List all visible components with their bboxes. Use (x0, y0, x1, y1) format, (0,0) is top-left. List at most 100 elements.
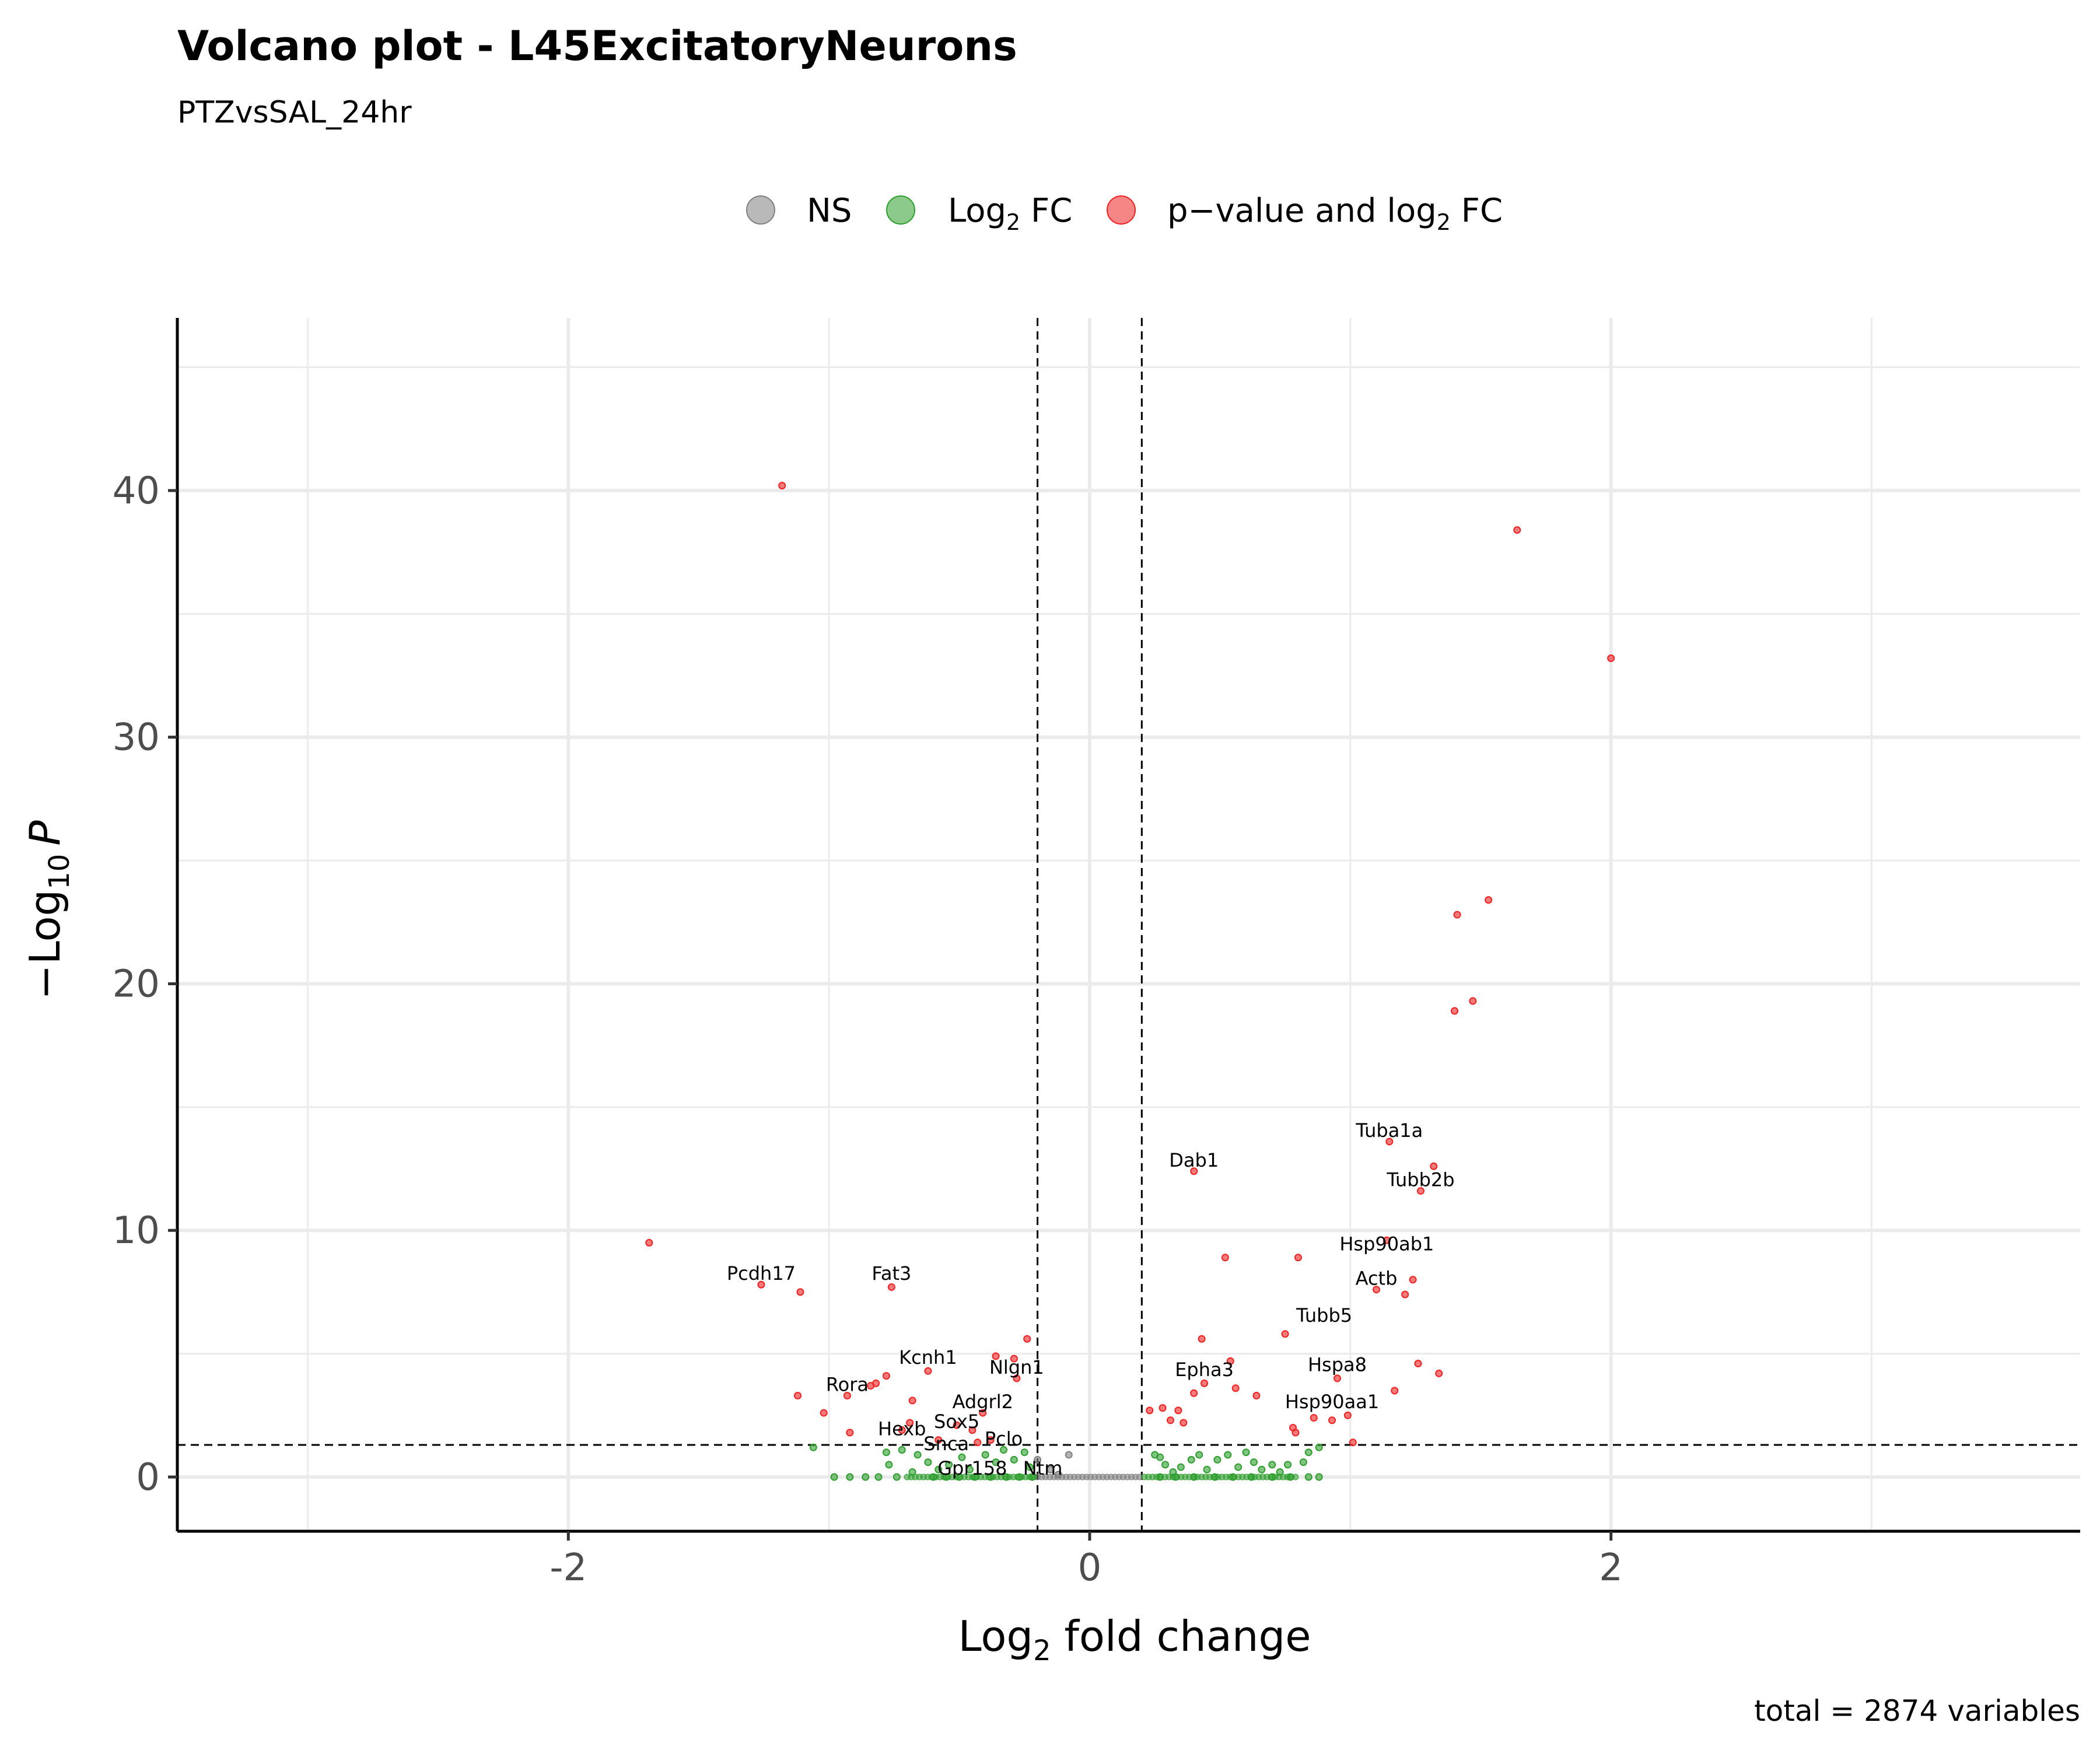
chart-title: Volcano plot - L45ExcitatoryNeurons (177, 22, 1017, 70)
gene-label: Sox5 (934, 1410, 979, 1433)
data-point-fc (992, 1458, 1000, 1466)
data-point-sig (1401, 1290, 1409, 1298)
data-point-fc (1268, 1473, 1276, 1481)
x-axis-label-subscript: 2 (1033, 1634, 1051, 1667)
data-point-sig (1435, 1369, 1443, 1377)
data-point-fc (1258, 1465, 1266, 1474)
data-point-sig (935, 1436, 943, 1444)
data-point-fc (1010, 1455, 1018, 1464)
data-point-fc (1171, 1473, 1180, 1481)
legend-key-ns (746, 195, 775, 225)
gene-label: Snca (923, 1433, 969, 1455)
caption: total = 2874 variables (1754, 1694, 2080, 1728)
data-point-sig (1416, 1187, 1424, 1195)
data-point-sig (906, 1419, 914, 1427)
data-point-sig (1414, 1360, 1422, 1368)
data-point-fc (1304, 1473, 1312, 1481)
data-point-sig (1174, 1406, 1182, 1415)
legend-key-sig (1107, 195, 1136, 225)
data-point-sig (1513, 526, 1521, 534)
data-point-sig (1231, 1384, 1240, 1392)
legend: NS Log2 FC p−value and log2 FC (746, 192, 1503, 235)
data-point-sig (1294, 1254, 1302, 1262)
x-tick-label: 2 (1599, 1546, 1623, 1590)
legend-label-sig: p−value and log2 FC (1167, 192, 1503, 235)
gene-label: Tubb5 (1296, 1304, 1352, 1326)
data-point-fc (1002, 1473, 1010, 1481)
legend-label-fc: Log2 FC (948, 192, 1072, 235)
y-tick-label: 40 (113, 470, 160, 513)
data-point-sig (645, 1238, 653, 1247)
data-point-ns (1046, 1465, 1055, 1474)
legend-label-ns: NS (807, 192, 852, 230)
gene-label: Epha3 (1175, 1359, 1234, 1381)
data-point-fc (1203, 1465, 1211, 1474)
data-point-fc (956, 1473, 964, 1481)
data-point-fc (1268, 1461, 1276, 1469)
data-point-sig (1349, 1438, 1357, 1447)
data-point-fc (1276, 1468, 1284, 1476)
data-point-fc (924, 1458, 932, 1466)
x-axis-label-main: Log (958, 1612, 1033, 1661)
data-point-fc (942, 1473, 950, 1481)
gene-label: Hspa8 (1308, 1354, 1367, 1376)
data-point-fc (945, 1461, 953, 1469)
data-point-fc (1177, 1463, 1185, 1471)
data-point-fc (935, 1465, 943, 1474)
data-point-fc (846, 1473, 854, 1481)
data-point-fc (1213, 1455, 1222, 1464)
data-point-fc (1250, 1458, 1258, 1466)
data-point-sig (1281, 1330, 1289, 1338)
data-point-sig (1190, 1389, 1198, 1397)
data-point-fc (809, 1443, 817, 1451)
data-point-sig (1333, 1374, 1341, 1382)
data-point-sig (778, 481, 786, 489)
data-point-fc (1028, 1473, 1037, 1481)
data-point-fc (1187, 1455, 1195, 1464)
data-point-fc (1315, 1443, 1323, 1451)
x-axis-label-rest: fold change (1051, 1612, 1311, 1661)
data-point-fc (898, 1446, 906, 1454)
gene-label: Pcdh17 (727, 1262, 796, 1284)
gene-label: Tubb2b (1386, 1169, 1454, 1191)
legend-key-fc (886, 195, 915, 225)
y-axis-label: −Log10 P (20, 820, 76, 1000)
data-point-fc (1156, 1453, 1164, 1461)
data-point-fc (971, 1473, 979, 1481)
y-tick-label: 0 (136, 1456, 160, 1499)
data-point-fc (1224, 1451, 1232, 1459)
data-point-sig (796, 1288, 804, 1296)
y-tick-label: 30 (113, 716, 160, 760)
data-point-sig (1010, 1354, 1018, 1363)
data-point-sig (1607, 654, 1615, 662)
y-axis-label-subscript: 10 (43, 854, 76, 890)
data-point-sig (1200, 1379, 1209, 1387)
gene-label: Hsp90ab1 (1339, 1233, 1434, 1255)
data-point-fc (929, 1473, 937, 1481)
data-point-fc (986, 1473, 995, 1481)
chart-subtitle: PTZvsSAL_24hr (177, 95, 412, 130)
data-point-sig (1385, 1138, 1394, 1146)
gene-label: Rora (826, 1373, 869, 1395)
data-point-sig (1451, 1007, 1459, 1015)
x-tick-label: 0 (1078, 1546, 1102, 1590)
data-point-fc (1161, 1461, 1170, 1469)
data-point-sig (986, 1436, 995, 1444)
gene-label: Tuba1a (1355, 1119, 1423, 1142)
data-point-fc (1026, 1463, 1034, 1471)
data-point-sig (1310, 1414, 1318, 1422)
data-point-sig (908, 1396, 916, 1405)
data-point-fc (1000, 1446, 1008, 1454)
data-point-sig (953, 1421, 961, 1429)
data-point-fc (981, 1451, 989, 1459)
data-point-fc (965, 1465, 974, 1474)
data-point-fc (874, 1473, 883, 1481)
data-point-fc (1286, 1473, 1294, 1481)
data-point-sig (757, 1280, 765, 1289)
gene-label: Kcnh1 (899, 1346, 957, 1368)
gene-label: Adgrl2 (953, 1391, 1013, 1413)
data-point-sig (1158, 1404, 1167, 1412)
data-point-ns (1054, 1471, 1062, 1479)
